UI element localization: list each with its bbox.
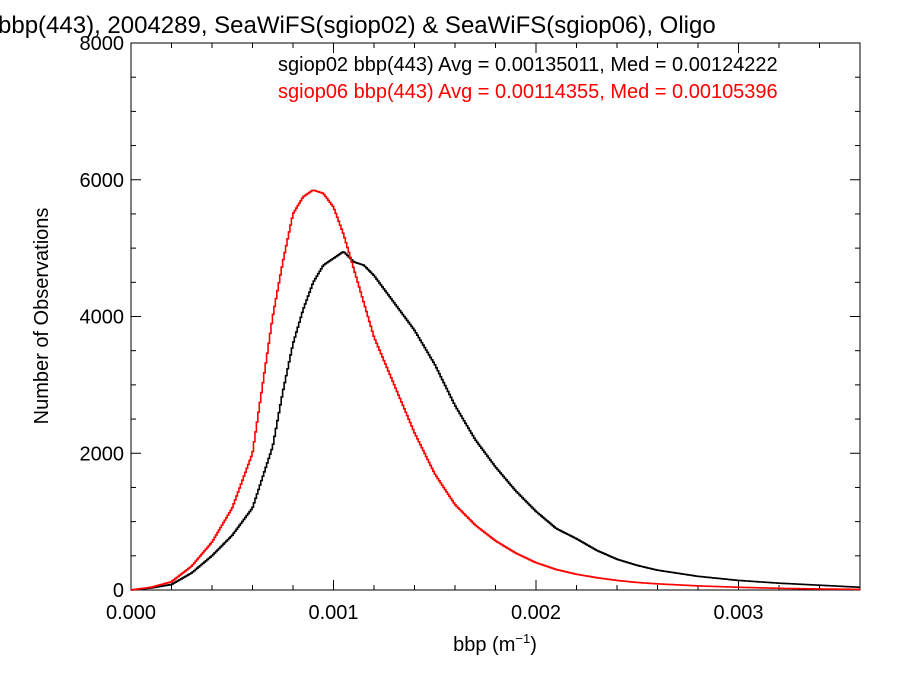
x-tick-label: 0.001 xyxy=(308,602,358,624)
y-tick-label: 4000 xyxy=(80,307,125,329)
legend-entry-sgiop02: sgiop02 bbp(443) Avg = 0.00135011, Med =… xyxy=(278,54,778,76)
y-axis-label: Number of Observations xyxy=(31,208,53,425)
legend-entry-sgiop06: sgiop06 bbp(443) Avg = 0.00114355, Med =… xyxy=(278,81,778,103)
plot-frame xyxy=(130,42,861,591)
y-tick-label: 0 xyxy=(113,580,124,602)
y-axis-tick-labels: 0 2000 4000 6000 8000 xyxy=(80,33,125,602)
chart-title: bbp(443), 2004289, SeaWiFS(sgiop02) & Se… xyxy=(0,12,716,39)
y-tick-label: 8000 xyxy=(80,33,125,55)
y-tick-label: 2000 xyxy=(80,443,125,465)
x-tick-label: 0.000 xyxy=(106,602,156,624)
x-tick-label: 0.003 xyxy=(713,602,763,624)
x-axis-label-main: bbp (m xyxy=(453,634,515,656)
x-axis-label: bbp (m−1) xyxy=(453,631,537,656)
series-line-sgiop06 xyxy=(131,189,860,591)
x-axis-tick-labels: 0.000 0.001 0.002 0.003 xyxy=(106,602,764,624)
series-line-sgiop02 xyxy=(131,251,860,591)
axis-ticks xyxy=(130,42,860,591)
series-group xyxy=(131,189,860,591)
x-axis-label-exponent: −1 xyxy=(515,631,530,646)
x-axis-label-close: ) xyxy=(530,634,537,656)
y-tick-label: 6000 xyxy=(80,170,125,192)
x-tick-label: 0.002 xyxy=(511,602,561,624)
